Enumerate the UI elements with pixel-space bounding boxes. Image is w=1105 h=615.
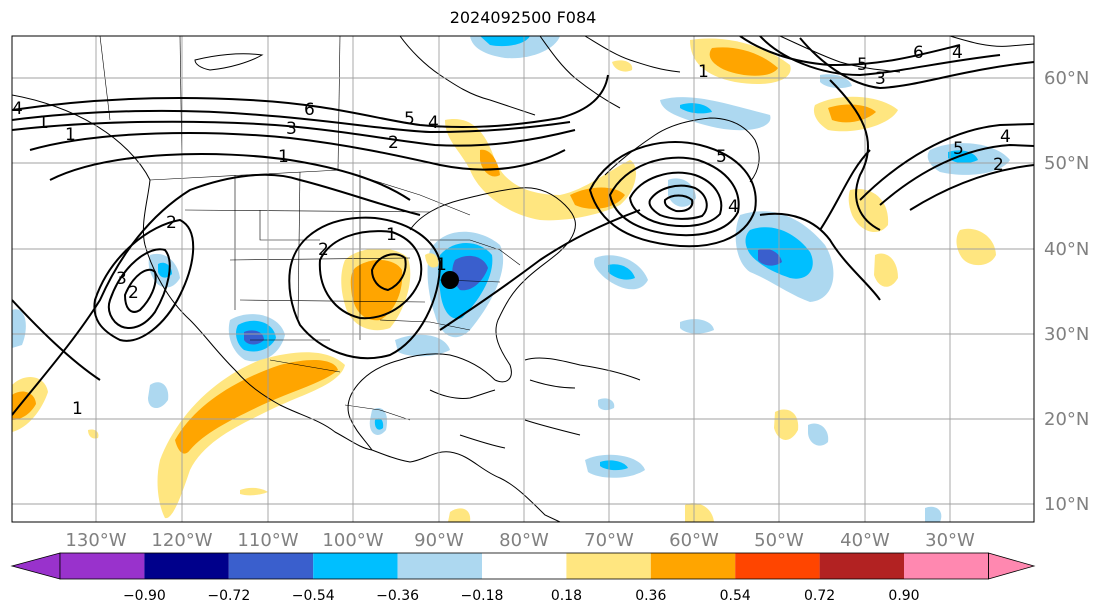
contour-label: 6 [304, 100, 315, 120]
contour-label: 5 [716, 147, 727, 167]
colorbar-segment [313, 553, 398, 579]
colorbar-segment [819, 553, 904, 579]
map-title: 2024092500 F084 [449, 8, 597, 27]
contour-label: 1 [65, 125, 76, 145]
map-frame [11, 35, 1035, 523]
contour-label: 4 [952, 43, 963, 63]
contour-label: 1 [386, 225, 397, 245]
contour-label: 6 [913, 43, 924, 63]
colorbar-tick-label: −0.72 [207, 588, 250, 604]
contour-label: 2 [388, 133, 399, 153]
lon-label: 50°W [754, 530, 804, 551]
contour-label: 2 [318, 240, 329, 260]
contour-label: 1 [436, 255, 447, 275]
colorbar-outline [59, 552, 989, 580]
negative-anomaly-fill [12, 36, 1010, 522]
contour-label: 5 [857, 55, 868, 75]
contour-label: 1 [38, 113, 49, 133]
colorbar-tick-label: −0.36 [376, 588, 419, 604]
colorbar-segment [904, 553, 989, 579]
lon-label: 90°W [414, 530, 464, 551]
lat-label: 10°N [1044, 494, 1089, 515]
lat-label: 20°N [1044, 409, 1089, 430]
colorbar-segment [144, 553, 229, 579]
lat-label: 40°N [1044, 239, 1089, 260]
contour-lines [12, 36, 1034, 416]
storm-center-marker [441, 271, 459, 289]
latitude-labels: 60°N 50°N 40°N 30°N 20°N 10°N [1044, 68, 1089, 515]
lon-label: 80°W [499, 530, 549, 551]
contour-label: 1 [698, 62, 709, 82]
contour-label: 2 [166, 213, 177, 233]
colorbar-tick-label: 0.18 [551, 588, 582, 604]
lon-label: 70°W [584, 530, 634, 551]
contour-labels: 6 5 4 3 2 1 1 2 2 3 4 1 1 6 5 4 3 5 4 2 … [12, 43, 1011, 419]
colorbar-segment [650, 553, 736, 579]
lat-label: 30°N [1044, 324, 1089, 345]
contour-label: 4 [728, 197, 739, 217]
colorbar-segment [397, 553, 482, 579]
colorbar-tick-label: 0.54 [720, 588, 751, 604]
map-content [12, 36, 1034, 522]
contour-label: 4 [12, 99, 23, 119]
contour-label: 3 [875, 69, 886, 89]
colorbar-segment [988, 552, 1036, 580]
lon-label: 130°W [65, 530, 126, 551]
lon-label: 30°W [925, 530, 975, 551]
colorbar-tick-label: −0.90 [123, 588, 166, 604]
contour-label: 3 [116, 269, 127, 289]
graticule [12, 36, 1034, 522]
colorbar-segment [482, 553, 567, 579]
contour-label: 2 [993, 155, 1004, 175]
colorbar-segment [10, 552, 61, 580]
lon-label: 100°W [322, 530, 383, 551]
colorbar-segment [60, 553, 145, 579]
contour-label: 2 [128, 283, 139, 303]
lon-label: 40°W [840, 530, 890, 551]
colorbar-tick-label: 0.36 [635, 588, 666, 604]
longitude-labels: 130°W 120°W 110°W 100°W 90°W 80°W 70°W 6… [65, 530, 975, 551]
lat-label: 50°N [1044, 153, 1089, 174]
colorbar-tick-label: −0.54 [292, 588, 335, 604]
colorbar-segment [566, 553, 651, 579]
contour-label: 4 [1000, 127, 1011, 147]
colorbar-segment [228, 553, 314, 579]
contour-label: 3 [286, 119, 297, 139]
colorbar-segment [735, 553, 820, 579]
contour-label: 1 [278, 147, 289, 167]
contour-label: 5 [953, 139, 964, 159]
contour-label: 5 [404, 109, 415, 129]
lon-label: 120°W [151, 530, 212, 551]
contour-label: 1 [72, 399, 83, 419]
lon-label: 60°W [669, 530, 719, 551]
colorbar-tick-label: 0.90 [888, 588, 919, 604]
lat-label: 60°N [1044, 68, 1089, 89]
colorbar-tick-label: −0.18 [461, 588, 504, 604]
colorbar-tick-label: 0.72 [804, 588, 835, 604]
colorbar: −0.90 −0.72 −0.54 −0.36 −0.18 0.18 0.36 … [10, 552, 1036, 604]
contour-label: 4 [428, 113, 439, 133]
coastlines [12, 36, 1034, 522]
lon-label: 110°W [237, 530, 298, 551]
